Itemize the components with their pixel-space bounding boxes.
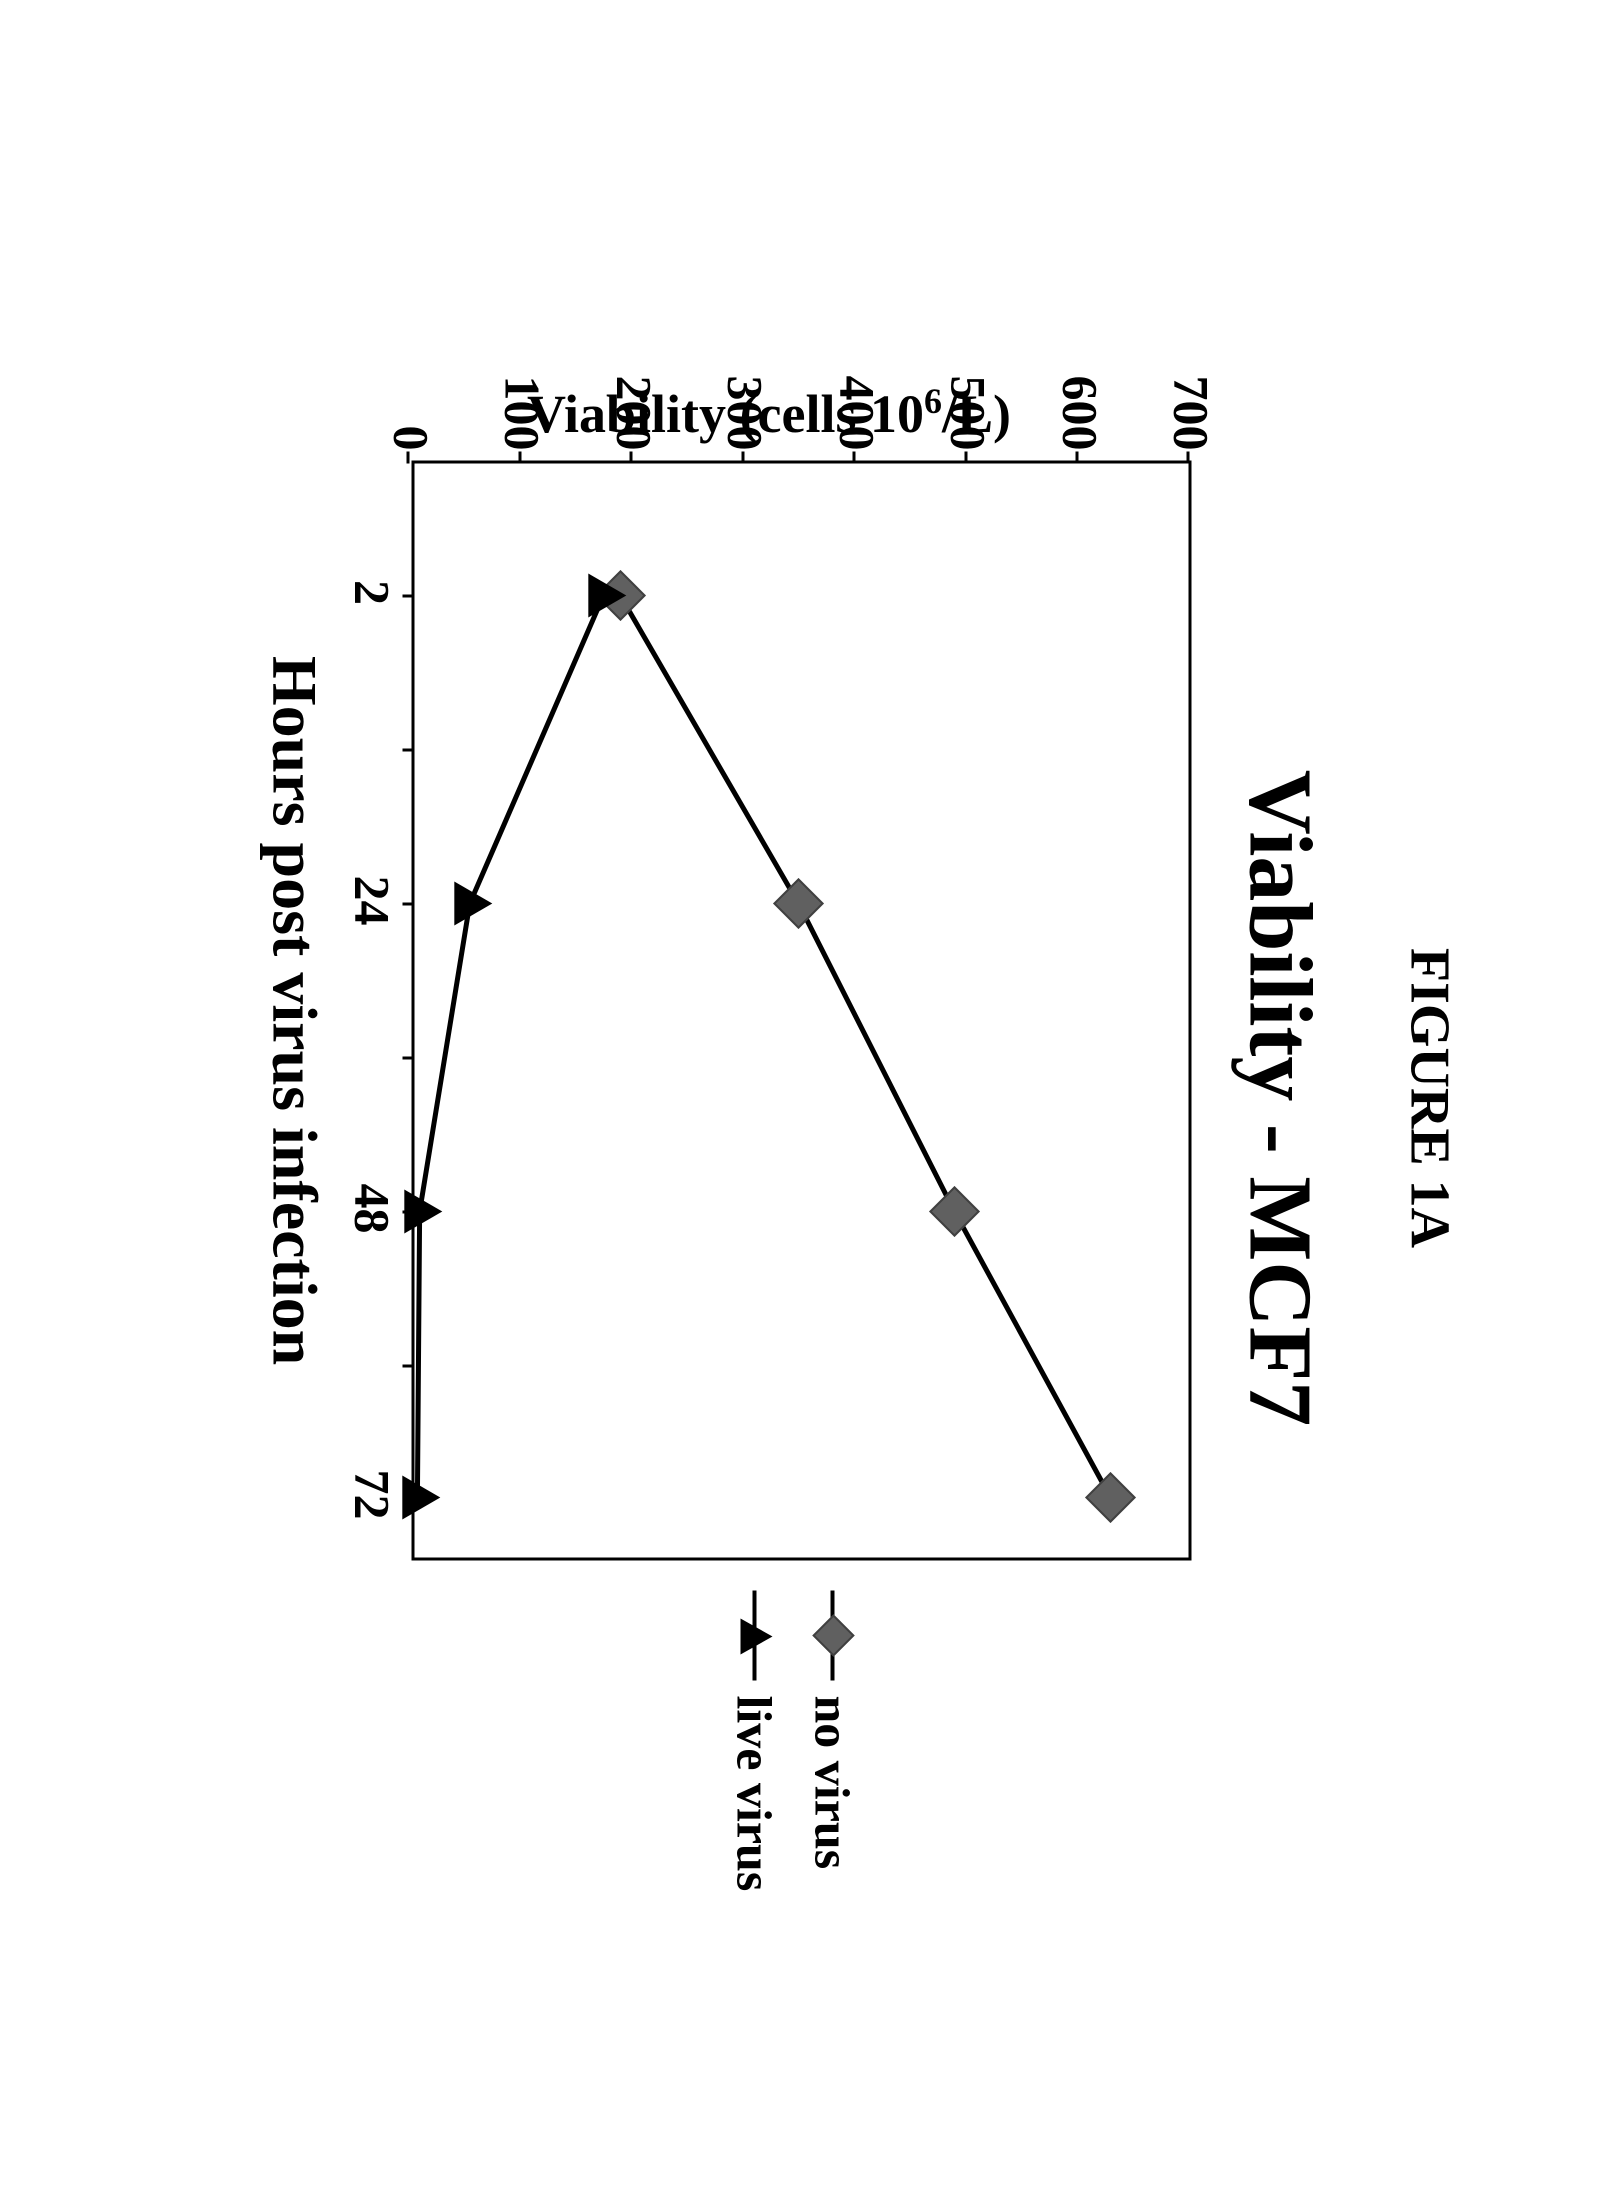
legend-item-live-virus: live virus — [725, 1590, 783, 1940]
plot-area — [411, 460, 1191, 1560]
y-tick-mark — [1187, 451, 1190, 463]
y-tick-label: 500 — [939, 375, 997, 450]
y-axis-labels: 0100200300400500600700 — [411, 340, 1191, 450]
y-tick-mark — [741, 451, 744, 463]
y-tick-mark — [629, 451, 632, 463]
chart-svg — [408, 463, 1188, 1563]
y-tick-label: 100 — [493, 375, 551, 450]
triangle-marker-icon — [402, 1475, 440, 1519]
chart-wrapper: Viability (cells 106/L) 0100200300400500… — [211, 260, 1211, 1960]
legend-label: live virus — [725, 1695, 783, 1891]
x-axis-title: Hours post virus infection — [257, 460, 331, 1560]
y-tick-label: 700 — [1162, 375, 1220, 450]
x-minor-tick-mark — [402, 1364, 414, 1367]
legend-line — [830, 1590, 834, 1680]
legend-line — [752, 1590, 756, 1680]
x-tick-mark — [402, 902, 414, 905]
chart-title: Viability - MCF7 — [1228, 769, 1331, 1426]
triangle-icon — [740, 1618, 772, 1654]
triangle-marker-icon — [454, 881, 492, 925]
x-tick-label: 2 — [343, 580, 401, 605]
x-axis-labels: 2 24 48 72 — [331, 460, 401, 1560]
figure-label: FIGURE 1A — [1397, 947, 1461, 1247]
y-tick-mark — [852, 451, 855, 463]
y-tick-mark — [407, 451, 410, 463]
chart-legend: no virus live virus — [705, 1590, 861, 1940]
y-tick-label: 300 — [716, 375, 774, 450]
triangle-marker-icon — [404, 1189, 442, 1233]
series-line — [620, 595, 1110, 1497]
x-tick-label: 24 — [343, 875, 401, 925]
y-tick-label: 600 — [1051, 375, 1109, 450]
y-tick-label: 0 — [382, 425, 440, 450]
legend-item-no-virus: no virus — [803, 1590, 861, 1940]
y-tick-mark — [518, 451, 521, 463]
x-minor-tick-mark — [402, 748, 414, 751]
y-tick-label: 200 — [605, 375, 663, 450]
x-minor-tick-mark — [402, 1056, 414, 1059]
legend-label: no virus — [803, 1695, 861, 1869]
x-tick-label: 48 — [343, 1183, 401, 1233]
triangle-marker-icon — [588, 573, 626, 617]
y-tick-label: 400 — [828, 375, 886, 450]
x-tick-label: 72 — [343, 1469, 401, 1519]
series-line — [417, 595, 603, 1497]
y-tick-mark — [1075, 451, 1078, 463]
x-tick-mark — [402, 594, 414, 597]
diamond-icon — [812, 1614, 854, 1656]
y-tick-mark — [964, 451, 967, 463]
page-container: FIGURE 1A Viability - MCF7 Viability (ce… — [0, 0, 1611, 2195]
